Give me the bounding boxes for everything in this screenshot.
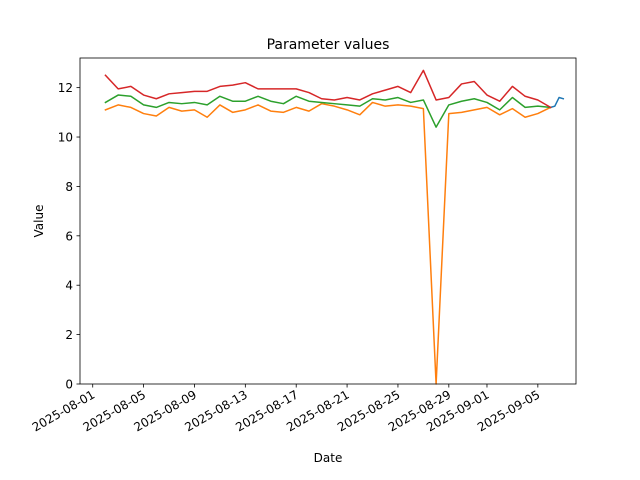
y-tick-label: 0 — [65, 378, 73, 392]
y-tick-label: 10 — [58, 131, 73, 145]
series-layer — [104, 69, 565, 385]
y-axis-title: Value — [32, 205, 46, 238]
y-axis: 0 2 4 6 8 10 12 — [58, 81, 80, 392]
series-line-2 — [104, 101, 552, 385]
y-tick-label: 2 — [65, 328, 73, 342]
series-line-4 — [104, 69, 552, 109]
x-axis-title: Date — [314, 451, 343, 465]
y-tick-label: 4 — [65, 279, 73, 293]
y-tick-label: 6 — [65, 229, 73, 243]
y-tick-label: 8 — [65, 180, 73, 194]
series-line-1 — [549, 96, 565, 109]
chart-title: Parameter values — [267, 37, 390, 53]
y-tick-label: 12 — [58, 81, 73, 95]
plot-frame — [79, 57, 577, 385]
series-line-3 — [104, 94, 552, 128]
